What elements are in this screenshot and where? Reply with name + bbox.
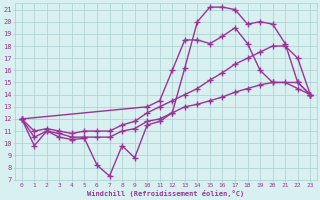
X-axis label: Windchill (Refroidissement éolien,°C): Windchill (Refroidissement éolien,°C): [87, 190, 244, 197]
